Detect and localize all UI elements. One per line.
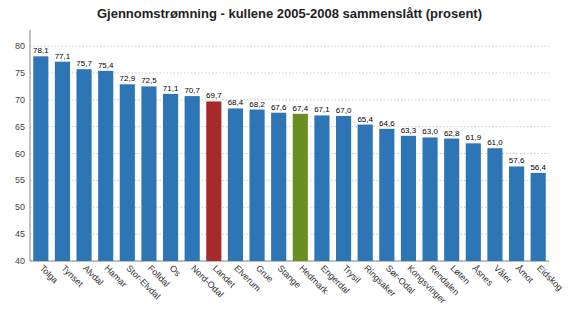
bar: [33, 56, 48, 261]
value-label: 62,8: [444, 129, 460, 138]
title: Gjennomstrømning - kullene 2005-2008 sam…: [97, 6, 482, 21]
grid-line: [30, 46, 549, 47]
y-tick-label: 70: [15, 95, 25, 105]
bar: [487, 148, 502, 261]
value-label: 69,7: [206, 91, 222, 100]
value-label: 68,2: [249, 100, 265, 109]
bar: [314, 115, 329, 261]
bar: [228, 108, 243, 261]
bar: [120, 84, 135, 261]
x-tick-label: Eidskog: [535, 263, 565, 293]
x-tick-label: Våler: [492, 263, 514, 285]
value-label: 72,5: [141, 76, 157, 85]
bar: [509, 166, 524, 261]
bar: [293, 114, 308, 261]
value-label: 67,1: [314, 105, 330, 114]
value-label: 72,9: [120, 74, 136, 83]
x-tick-label: Os: [167, 263, 183, 279]
value-label: 63,0: [422, 127, 438, 136]
value-label: 65,4: [357, 115, 373, 124]
x-tick-label: Løten: [449, 263, 472, 286]
y-tick-label: 60: [15, 149, 25, 159]
bar: [163, 94, 178, 261]
x-tick-label: Trysil: [340, 263, 362, 285]
x-tick-label: Folldal: [146, 263, 172, 289]
value-label: 61,9: [466, 133, 482, 142]
x-tick-label: Landet: [211, 263, 238, 290]
bar: [466, 143, 481, 261]
bar: [422, 137, 437, 261]
x-tick-label: Åsnes: [470, 263, 495, 288]
bar: [336, 116, 351, 261]
x-tick-label: Alvdal: [81, 263, 105, 287]
x-tick-label: Stange: [276, 263, 303, 290]
value-label: 67,4: [293, 104, 309, 113]
bar: [444, 139, 459, 261]
y-tick-label: 40: [15, 256, 25, 266]
y-tick-label: 55: [15, 175, 25, 185]
grid: [30, 46, 549, 261]
bar: [141, 86, 156, 261]
bar: [249, 110, 264, 261]
value-label: 75,7: [76, 59, 92, 68]
value-label: 68,4: [228, 98, 244, 107]
value-label: 63,3: [401, 126, 417, 135]
y-axis-line: [30, 30, 31, 261]
x-tick-label: Grue: [254, 263, 275, 284]
bar: [206, 101, 221, 261]
value-label: 64,6: [379, 119, 395, 128]
bars: [33, 56, 546, 261]
value-label: 75,4: [98, 61, 114, 70]
bar: [379, 129, 394, 261]
value-label: 57,6: [509, 156, 525, 165]
y-tick-label: 50: [15, 202, 25, 212]
bar: [531, 173, 546, 261]
value-label: 67,6: [271, 103, 287, 112]
y-tick-label: 45: [15, 229, 25, 239]
value-label: 77,1: [55, 52, 71, 61]
x-tick-label: Hamar: [103, 263, 129, 289]
x-tick-label: Åmot: [513, 263, 535, 285]
bar: [271, 113, 286, 261]
value-label: 71,1: [163, 84, 179, 93]
bar: [76, 69, 91, 261]
chart: Gjennomstrømning - kullene 2005-2008 sam…: [0, 0, 579, 323]
x-tick-label: Tynset: [59, 263, 85, 289]
y-tick-label: 65: [15, 122, 25, 132]
value-label: 78,1: [33, 46, 49, 55]
bar: [401, 136, 416, 261]
x-tick-label: Tolga: [38, 263, 60, 285]
value-label: 70,7: [184, 86, 200, 95]
bar: [185, 96, 200, 261]
bar: [55, 62, 70, 261]
bar: [358, 125, 373, 261]
value-label: 56,4: [530, 163, 546, 172]
value-label: 61,0: [487, 138, 503, 147]
value-label: 67,0: [336, 106, 352, 115]
y-tick-label: 75: [15, 68, 25, 78]
bar: [98, 71, 113, 261]
y-tick-label: 80: [15, 41, 25, 51]
